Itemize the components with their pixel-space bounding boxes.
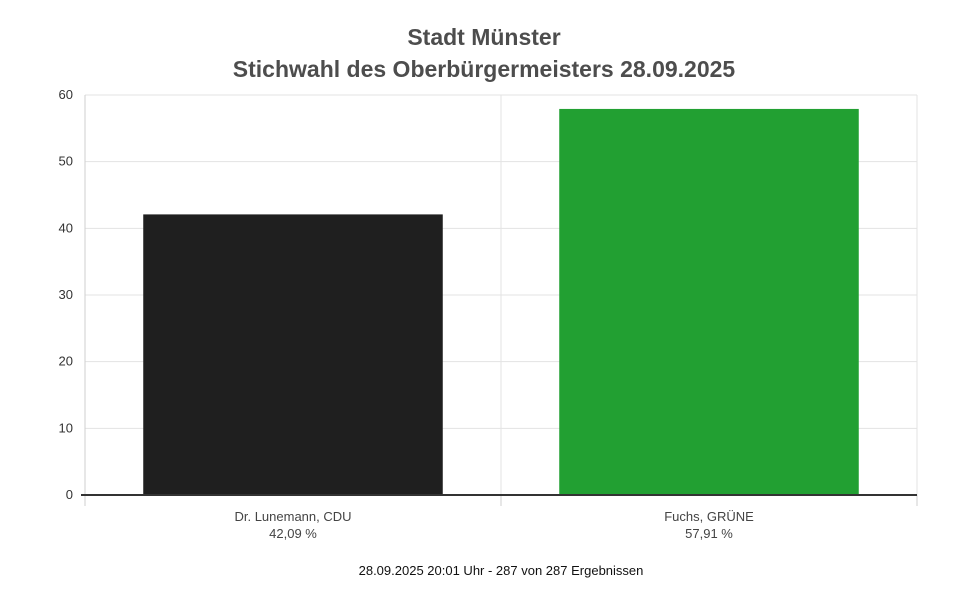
axes: 0 10 20 30 40 50 60 [59,87,918,506]
y-tick-label: 10 [59,420,73,435]
y-tick-label: 30 [59,287,73,302]
chart-subtitle: Stichwahl des Oberbürgermeisters 28.09.2… [233,56,736,82]
x-category-label: Fuchs, GRÜNE [664,509,754,524]
bar-1[interactable] [143,214,443,495]
bar-2[interactable] [559,108,859,495]
y-tick-label: 0 [66,487,73,502]
bars [143,108,859,495]
x-category-label: Dr. Lunemann, CDU [234,509,351,524]
y-tick-label: 50 [59,154,73,169]
category-labels: Dr. Lunemann, CDU 42,09 % Fuchs, GRÜNE 57,9… [234,509,754,541]
y-tick-label: 40 [59,220,73,235]
footer-status: 28.09.2025 20:01 Uhr - 287 von 287 Ergeb… [359,563,644,578]
value-label: 57,91 % [685,526,733,541]
chart-title: Stadt Münster [407,24,560,50]
y-tick-label: 60 [59,87,73,102]
value-label: 42,09 % [269,526,317,541]
y-tick-label: 20 [59,354,73,369]
